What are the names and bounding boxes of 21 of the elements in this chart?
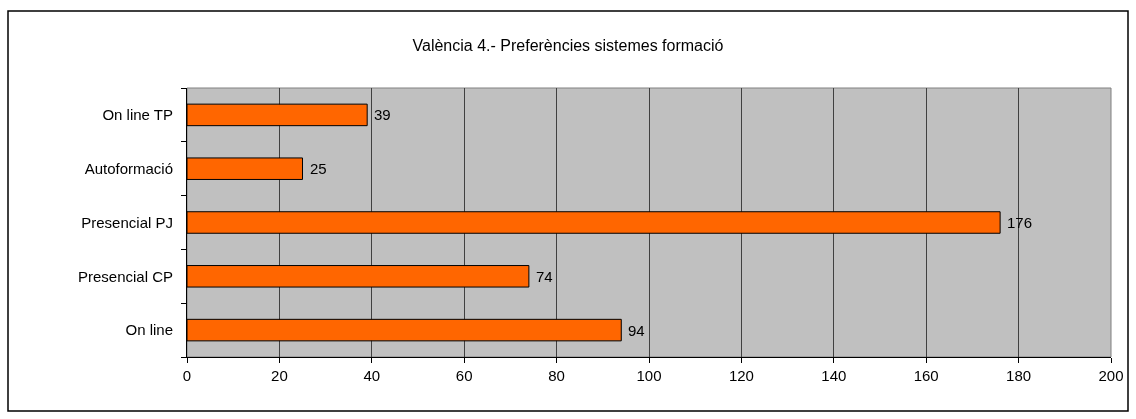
x-tick-label: 0 (182, 367, 192, 384)
x-tick-label: 200 (1098, 367, 1124, 384)
x-tick-label: 20 (271, 367, 288, 384)
x-tick-label: 140 (821, 367, 847, 384)
x-tick-label: 60 (455, 367, 473, 384)
y-tick-label: Presencial PJ (81, 213, 173, 231)
y-tick-label: On line (125, 321, 173, 339)
y-tick-label: Autoformació (84, 159, 173, 177)
y-tick-label: Presencial CP (77, 267, 173, 285)
x-tick-label: 160 (913, 367, 939, 384)
x-tick-label: 40 (363, 367, 381, 384)
x-tick-label: 100 (636, 367, 662, 384)
data-label: 39 (374, 106, 391, 123)
y-tick-label: On line TP (102, 106, 173, 124)
data-label: 74 (536, 268, 553, 285)
x-tick-label: 180 (1006, 367, 1032, 384)
data-label: 25 (310, 160, 327, 177)
data-label: 94 (628, 322, 645, 339)
x-tick-label: 120 (728, 367, 754, 384)
x-tick-label: 80 (548, 367, 565, 384)
chart-title: València 4.- Preferències sistemes formació (412, 36, 724, 54)
